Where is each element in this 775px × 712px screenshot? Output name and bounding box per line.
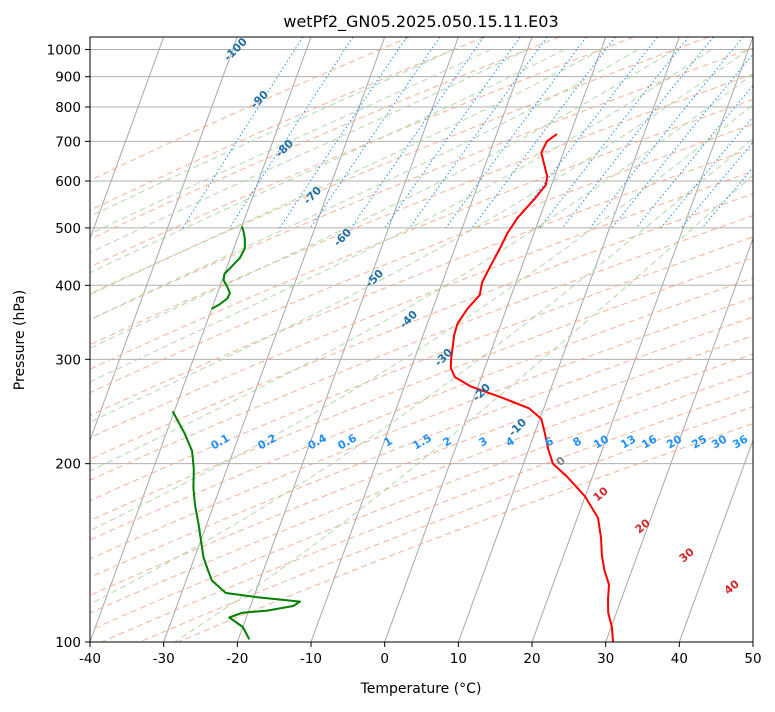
x-tick-label: -40 <box>79 651 101 667</box>
x-tick-label: 50 <box>744 651 761 667</box>
x-tick-label: 0 <box>380 651 389 667</box>
y-tick-label: 700 <box>55 134 81 150</box>
x-tick-label: 40 <box>671 651 688 667</box>
x-tick-label: -20 <box>226 651 248 667</box>
x-tick-label: 10 <box>450 651 467 667</box>
chart-title: wetPf2_GN05.2025.050.15.11.E03 <box>283 12 558 32</box>
y-tick-label: 800 <box>55 100 81 116</box>
x-tick-label: 20 <box>523 651 540 667</box>
y-tick-label: 200 <box>55 457 81 473</box>
x-tick-label: -10 <box>300 651 322 667</box>
y-tick-label: 1000 <box>47 43 81 59</box>
y-tick-label: 400 <box>55 278 81 294</box>
x-tick-label: -30 <box>153 651 175 667</box>
y-tick-label: 500 <box>55 221 81 237</box>
y-tick-label: 900 <box>55 70 81 86</box>
x-axis-label: Temperature (°C) <box>360 681 482 697</box>
y-tick-label: 300 <box>55 352 81 368</box>
x-tick-label: 30 <box>597 651 614 667</box>
y-tick-label: 600 <box>55 174 81 190</box>
y-axis-label: Pressure (hPa) <box>12 290 28 390</box>
y-tick-label: 100 <box>55 635 81 651</box>
